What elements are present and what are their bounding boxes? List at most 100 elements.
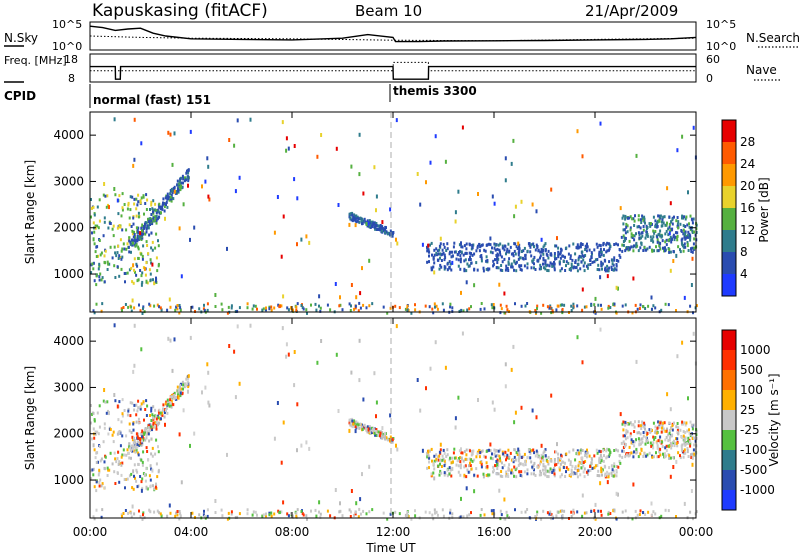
power-cell — [191, 305, 194, 309]
velocity-cell — [146, 450, 149, 453]
power-cell — [630, 245, 633, 249]
velocity-cell — [520, 455, 523, 459]
power-cell — [595, 242, 598, 246]
velocity-cell — [416, 378, 419, 382]
velocity-cell — [476, 450, 479, 454]
velocity-cell — [610, 471, 613, 475]
power-cell — [152, 210, 154, 214]
velocity-cell — [668, 454, 671, 458]
power-cell — [113, 245, 116, 249]
velocity-cell — [500, 461, 503, 465]
velocity-cell — [583, 467, 586, 471]
velocity-cell — [398, 512, 401, 516]
power-cell — [626, 230, 629, 234]
velocity-cell — [632, 423, 635, 427]
power-cell — [531, 259, 534, 263]
power-cell — [567, 261, 570, 265]
velocity-cell — [648, 428, 651, 432]
power-cell — [466, 262, 469, 266]
velocity-cell — [459, 456, 461, 460]
velocity-cell — [169, 511, 172, 515]
power-cell — [370, 225, 373, 228]
velocity-cell — [375, 434, 378, 437]
velocity-cell — [150, 419, 153, 422]
power-cell — [664, 240, 667, 244]
velocity-cell — [499, 509, 502, 513]
velocity-cell — [319, 515, 322, 519]
power-cell — [650, 238, 653, 242]
y-tick-label: 2000 — [53, 221, 84, 235]
power-cell — [558, 262, 561, 266]
power-cell — [380, 227, 383, 231]
velocity-cell — [133, 436, 135, 440]
velocity-cell — [496, 453, 499, 457]
power-cell — [693, 230, 695, 234]
power-cell — [624, 231, 627, 235]
velocity-cell — [395, 443, 397, 448]
power-cell — [639, 303, 642, 307]
velocity-cell — [572, 448, 575, 452]
velocity-cell — [119, 444, 122, 448]
power-cell — [587, 263, 590, 267]
power-cell — [547, 256, 550, 260]
velocity-cell — [179, 394, 182, 398]
power-cell — [280, 304, 283, 308]
power-cell — [131, 229, 134, 233]
velocity-cell — [414, 514, 417, 518]
velocity-cell — [182, 387, 184, 391]
velocity-cell — [603, 464, 606, 468]
velocity-cell — [127, 407, 130, 411]
velocity-cell — [663, 421, 666, 425]
power-cell — [559, 250, 562, 254]
power-cell — [348, 302, 351, 306]
power-cell — [273, 230, 276, 235]
power-cell — [600, 260, 603, 265]
velocity-cell — [270, 514, 273, 518]
power-cell — [511, 265, 514, 269]
velocity-cell — [150, 425, 153, 429]
power-cell — [674, 235, 677, 239]
power-cell — [130, 242, 132, 246]
power-cell — [437, 258, 440, 262]
power-cell — [251, 307, 254, 311]
velocity-cell — [550, 393, 553, 398]
velocity-cell — [453, 447, 456, 451]
velocity-cell — [103, 388, 106, 392]
colorbar-tick-label: 1000 — [740, 343, 771, 357]
power-cell — [141, 254, 144, 258]
power-cell — [671, 237, 673, 241]
velocity-cell — [435, 457, 438, 461]
power-cell — [319, 306, 322, 310]
power-cell — [600, 307, 603, 311]
velocity-cell — [246, 512, 249, 516]
power-cell — [182, 181, 184, 185]
power-cell — [648, 245, 651, 249]
velocity-cell — [652, 510, 655, 514]
power-cell — [635, 241, 638, 245]
power-cell — [452, 245, 455, 249]
power-cell — [670, 240, 673, 244]
power-cell — [684, 245, 687, 249]
power-cell — [685, 215, 688, 219]
power-cell — [687, 249, 690, 252]
velocity-cell — [602, 459, 605, 463]
power-cell — [120, 267, 123, 271]
velocity-cell — [598, 449, 601, 453]
power-cell — [629, 226, 632, 230]
power-cell — [491, 194, 494, 199]
velocity-cell — [133, 512, 136, 516]
velocity-cell — [310, 509, 312, 513]
power-cell — [642, 228, 645, 232]
velocity-cell — [527, 448, 530, 452]
power-cell — [361, 266, 363, 271]
power-cell — [350, 218, 353, 222]
velocity-cell — [206, 362, 209, 367]
power-cell — [478, 249, 481, 253]
velocity-cell — [371, 426, 373, 430]
velocity-cell — [559, 456, 562, 460]
velocity-cell — [608, 466, 611, 470]
power-cell — [133, 268, 135, 272]
velocity-cell — [690, 453, 692, 457]
power-cell — [459, 309, 462, 313]
velocity-cell — [664, 438, 667, 442]
